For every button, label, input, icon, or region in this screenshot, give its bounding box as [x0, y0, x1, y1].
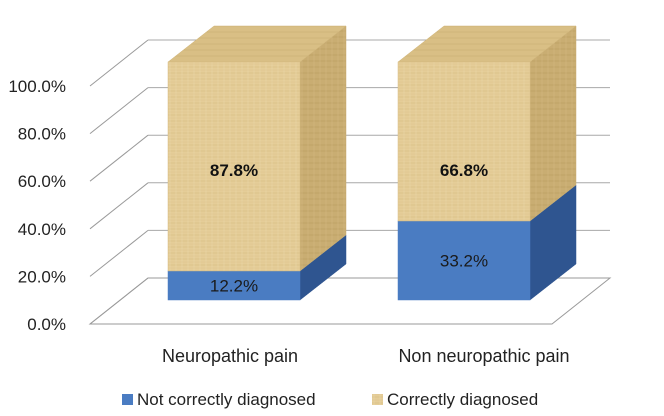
bar-correctly-diagnosed: [397, 61, 531, 222]
bar-not-correctly-diagnosed: [167, 270, 301, 301]
legend-swatch: [122, 394, 133, 405]
gridline-side: [89, 39, 149, 87]
y-tick-label: 100.0%: [8, 77, 66, 96]
legend-label: Not correctly diagnosed: [137, 390, 316, 409]
legend-label: Correctly diagnosed: [387, 390, 538, 409]
data-label: 12.2%: [210, 276, 258, 295]
legend-swatch: [372, 394, 383, 405]
data-label: 87.8%: [210, 161, 258, 180]
data-label: 66.8%: [440, 161, 488, 180]
y-tick-label: 80.0%: [18, 125, 66, 144]
gridline-side: [89, 134, 149, 182]
x-category-label: Neuropathic pain: [162, 346, 298, 366]
y-axis-ticks: 0.0% 20.0% 40.0% 60.0% 80.0% 100.0%: [8, 77, 66, 334]
gridline-side: [89, 182, 149, 230]
x-category-label: Non neuropathic pain: [398, 346, 569, 366]
y-tick-label: 20.0%: [18, 267, 66, 286]
bar-correctly-diagnosed: [167, 61, 301, 272]
legend: Not correctly diagnosed Correctly diagnos…: [122, 390, 538, 409]
x-axis-categories: Neuropathic pain Non neuropathic pain: [162, 346, 570, 366]
gridline-side: [89, 230, 149, 277]
y-tick-label: 40.0%: [18, 220, 66, 239]
bar-not-correctly-diagnosed: [397, 220, 531, 301]
bars: [167, 25, 577, 301]
bar-side-correctly-diagnosed: [299, 25, 347, 272]
y-tick-label: 0.0%: [27, 315, 66, 334]
floor-plane: [88, 277, 612, 325]
y-tick-label: 60.0%: [18, 172, 66, 191]
data-label: 33.2%: [440, 251, 488, 270]
gridline-side: [89, 87, 149, 134]
data-labels: 12.2% 87.8% 33.2% 66.8%: [210, 161, 488, 295]
